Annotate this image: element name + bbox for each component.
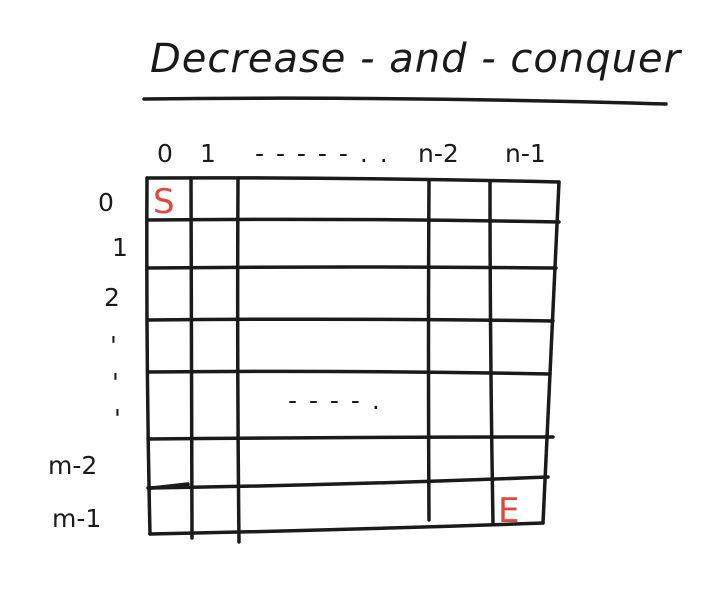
grid-row-line bbox=[145, 265, 558, 270]
grid-row-line bbox=[146, 475, 550, 490]
grid-column-line bbox=[426, 178, 431, 522]
grid-row-line bbox=[146, 435, 555, 441]
column-label-1: 1 bbox=[200, 139, 216, 168]
grid-row-line bbox=[146, 369, 552, 376]
row-label-2: 2 bbox=[104, 283, 120, 312]
grid-column-line bbox=[541, 180, 561, 525]
grid-row-line bbox=[145, 217, 561, 224]
grid-middle-ellipsis: - - - - . bbox=[288, 386, 382, 415]
grid-row-line bbox=[146, 317, 555, 323]
row-ellipsis-mark-2: ' bbox=[112, 368, 119, 397]
column-label-n-1: n-1 bbox=[505, 139, 546, 168]
row-label-m-1: m-1 bbox=[52, 504, 101, 533]
column-label-0: 0 bbox=[157, 139, 173, 168]
column-label-n-2: n-2 bbox=[418, 139, 459, 168]
grid-row-line bbox=[145, 176, 561, 184]
diagram-title: Decrease - and - conquer bbox=[150, 36, 683, 82]
grid-column-line bbox=[235, 177, 241, 544]
grid-column-line bbox=[189, 176, 194, 540]
grid-column-line bbox=[488, 179, 495, 525]
start-cell-marker: S bbox=[153, 182, 175, 222]
row-ellipsis-mark-1: ' bbox=[110, 331, 117, 360]
grid bbox=[145, 176, 561, 544]
grid-tick-mark bbox=[150, 482, 190, 490]
row-label-1: 1 bbox=[112, 233, 128, 262]
row-label-m-2: m-2 bbox=[48, 451, 97, 480]
end-cell-marker: E bbox=[498, 491, 519, 531]
grid-column-line bbox=[145, 176, 152, 536]
row-label-0: 0 bbox=[98, 188, 114, 217]
title-underline bbox=[142, 96, 668, 106]
column-ellipsis: - - - - - . . bbox=[255, 139, 390, 168]
grid-row-line bbox=[148, 521, 545, 536]
row-ellipsis-mark-3: ' bbox=[114, 404, 121, 433]
